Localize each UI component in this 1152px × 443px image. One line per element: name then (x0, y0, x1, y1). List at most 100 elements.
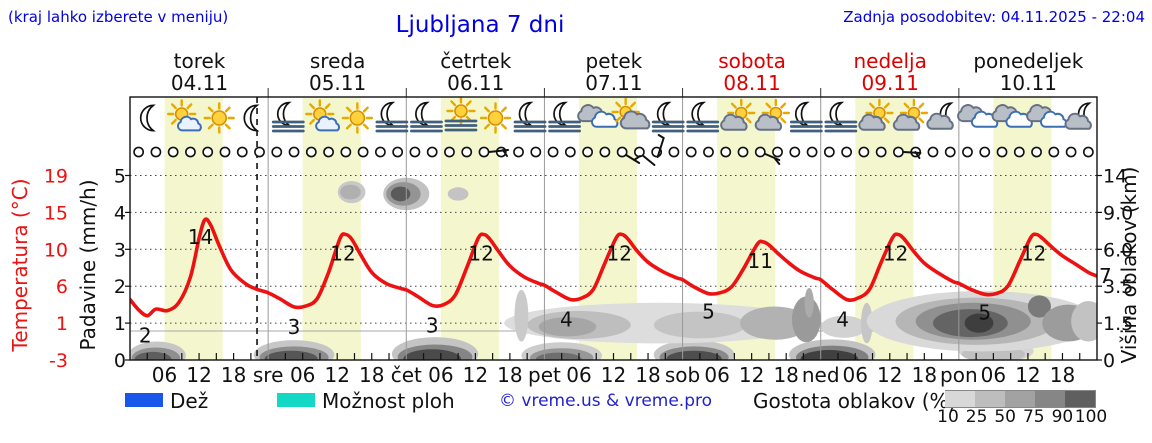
clouds-icon (991, 104, 1033, 128)
day-date: 04.11 (170, 71, 229, 95)
svg-text:sob: sob (665, 363, 700, 387)
svg-text:čet: čet (391, 363, 422, 387)
day-header: petek 07.11 (544, 50, 683, 94)
sun-cloud-icon (305, 99, 340, 132)
day-name: nedelja (853, 49, 927, 73)
day-header: torek 04.11 (130, 50, 269, 94)
svg-text:12: 12 (463, 363, 488, 387)
cloud-blob (653, 311, 746, 339)
wind-calm-icon (996, 146, 1008, 158)
wind-calm-icon (754, 146, 766, 158)
moon-fog-icon (789, 101, 823, 133)
svg-text:18: 18 (635, 363, 660, 387)
svg-text:3.5: 3.5 (1103, 276, 1133, 298)
axis-ticks (125, 174, 1102, 361)
wind-calm-icon (185, 146, 196, 158)
svg-text:0: 0 (114, 350, 126, 372)
svg-text:19: 19 (44, 166, 68, 188)
cloud-blob (514, 289, 529, 342)
day-name: sobota (718, 49, 786, 73)
day-header: ponedeljek 10.11 (959, 50, 1098, 94)
wind-calm-icon (547, 146, 559, 158)
temperature-label: 14 (188, 225, 213, 249)
svg-text:6.0: 6.0 (1103, 239, 1133, 261)
cloud-blob (264, 350, 318, 360)
moon-icon (139, 104, 156, 132)
moon-fog-icon (548, 101, 581, 133)
wind-calm-icon (720, 146, 732, 158)
wind-calm-icon (582, 146, 593, 158)
cloud-blob (804, 288, 814, 318)
sun-cloudg-icon (858, 98, 894, 131)
wind-calm-icon (668, 146, 680, 158)
cloud-blob (390, 186, 411, 202)
cloud-blob (535, 352, 582, 360)
cloud-blob (538, 317, 597, 337)
cloud-blob (1027, 295, 1051, 318)
temperature-axis-title: Temperatura (°C) (8, 178, 32, 352)
cloud-blob (791, 296, 821, 343)
moon-fog-icon (375, 101, 409, 133)
svg-text:0: 0 (1103, 350, 1115, 372)
svg-text:5: 5 (114, 166, 126, 188)
showers-legend-label: Možnost ploh (322, 389, 455, 413)
wind-calm-icon (703, 146, 714, 158)
day-header: sreda 05.11 (268, 50, 407, 94)
wind-calm-icon (685, 146, 697, 158)
svg-text:18: 18 (773, 363, 798, 387)
svg-text:-3: -3 (49, 350, 68, 372)
wind-calm-icon (875, 146, 887, 158)
moon-fog-icon (651, 101, 685, 133)
moon-fog-icon (686, 101, 720, 133)
svg-text:18: 18 (359, 363, 384, 387)
wind-calm-icon (202, 146, 214, 158)
wind-barb-icon (656, 137, 665, 158)
copyright-link[interactable]: © vreme.us & vreme.pro (499, 391, 713, 411)
svg-text:pon: pon (940, 363, 978, 387)
cloud-blob (861, 302, 873, 344)
wind-barb-icon (657, 134, 665, 139)
wind-calm-icon (1013, 146, 1025, 158)
svg-text:pet: pet (528, 363, 561, 387)
cloud-density-ticks: 10 25 50 75 90 100 (937, 407, 1108, 427)
sun-cloudg-icon (754, 98, 790, 131)
temperature-label: 2 (139, 324, 152, 348)
temperature-label: 12 (883, 242, 908, 266)
svg-text:12: 12 (1015, 363, 1040, 387)
cloud-density-label: Gostota oblakov (%) (753, 389, 957, 413)
wind-calm-icon (513, 146, 524, 158)
wind-calm-icon (323, 146, 334, 158)
cloud-blob (820, 315, 867, 338)
menu-hint-text: (kraj lahko izberete v meniju) (8, 8, 229, 26)
day-header: četrtek 06.11 (406, 50, 545, 94)
wind-calm-icon (478, 146, 490, 158)
svg-text:06: 06 (704, 363, 729, 387)
temperature-labels: 14 12 12 12 11 12 12 2 3 3 4 5 4 5 7 (139, 225, 1112, 348)
svg-text:06: 06 (843, 363, 868, 387)
svg-text:12: 12 (324, 363, 349, 387)
wind-calm-icon (426, 146, 438, 158)
wind-calm-icon (150, 146, 162, 158)
day-date: 10.11 (999, 71, 1057, 95)
daylight-band (440, 97, 499, 360)
cloud-blob (666, 350, 722, 360)
rain-legend-label: Dež (170, 389, 209, 413)
day-name: ponedeljek (973, 49, 1084, 73)
cloud-blob (340, 184, 361, 200)
temperature-label: 12 (330, 242, 355, 266)
svg-text:18: 18 (1050, 363, 1075, 387)
wind-barb-icon (642, 155, 656, 166)
wind-barb-icon (501, 149, 508, 157)
wind-barb-icon (914, 151, 921, 159)
sun-cloud-icon (166, 99, 202, 132)
sun-cloudg-icon (720, 98, 756, 131)
wind-barb-icon (633, 155, 642, 161)
day-date: 06.11 (447, 71, 505, 95)
svg-text:06: 06 (152, 363, 177, 387)
day-date: 08.11 (723, 71, 781, 95)
wind-calm-icon (305, 146, 317, 158)
day-date: 09.11 (861, 71, 919, 95)
wind-calm-icon (409, 146, 421, 158)
wind-calm-icon (461, 146, 473, 158)
